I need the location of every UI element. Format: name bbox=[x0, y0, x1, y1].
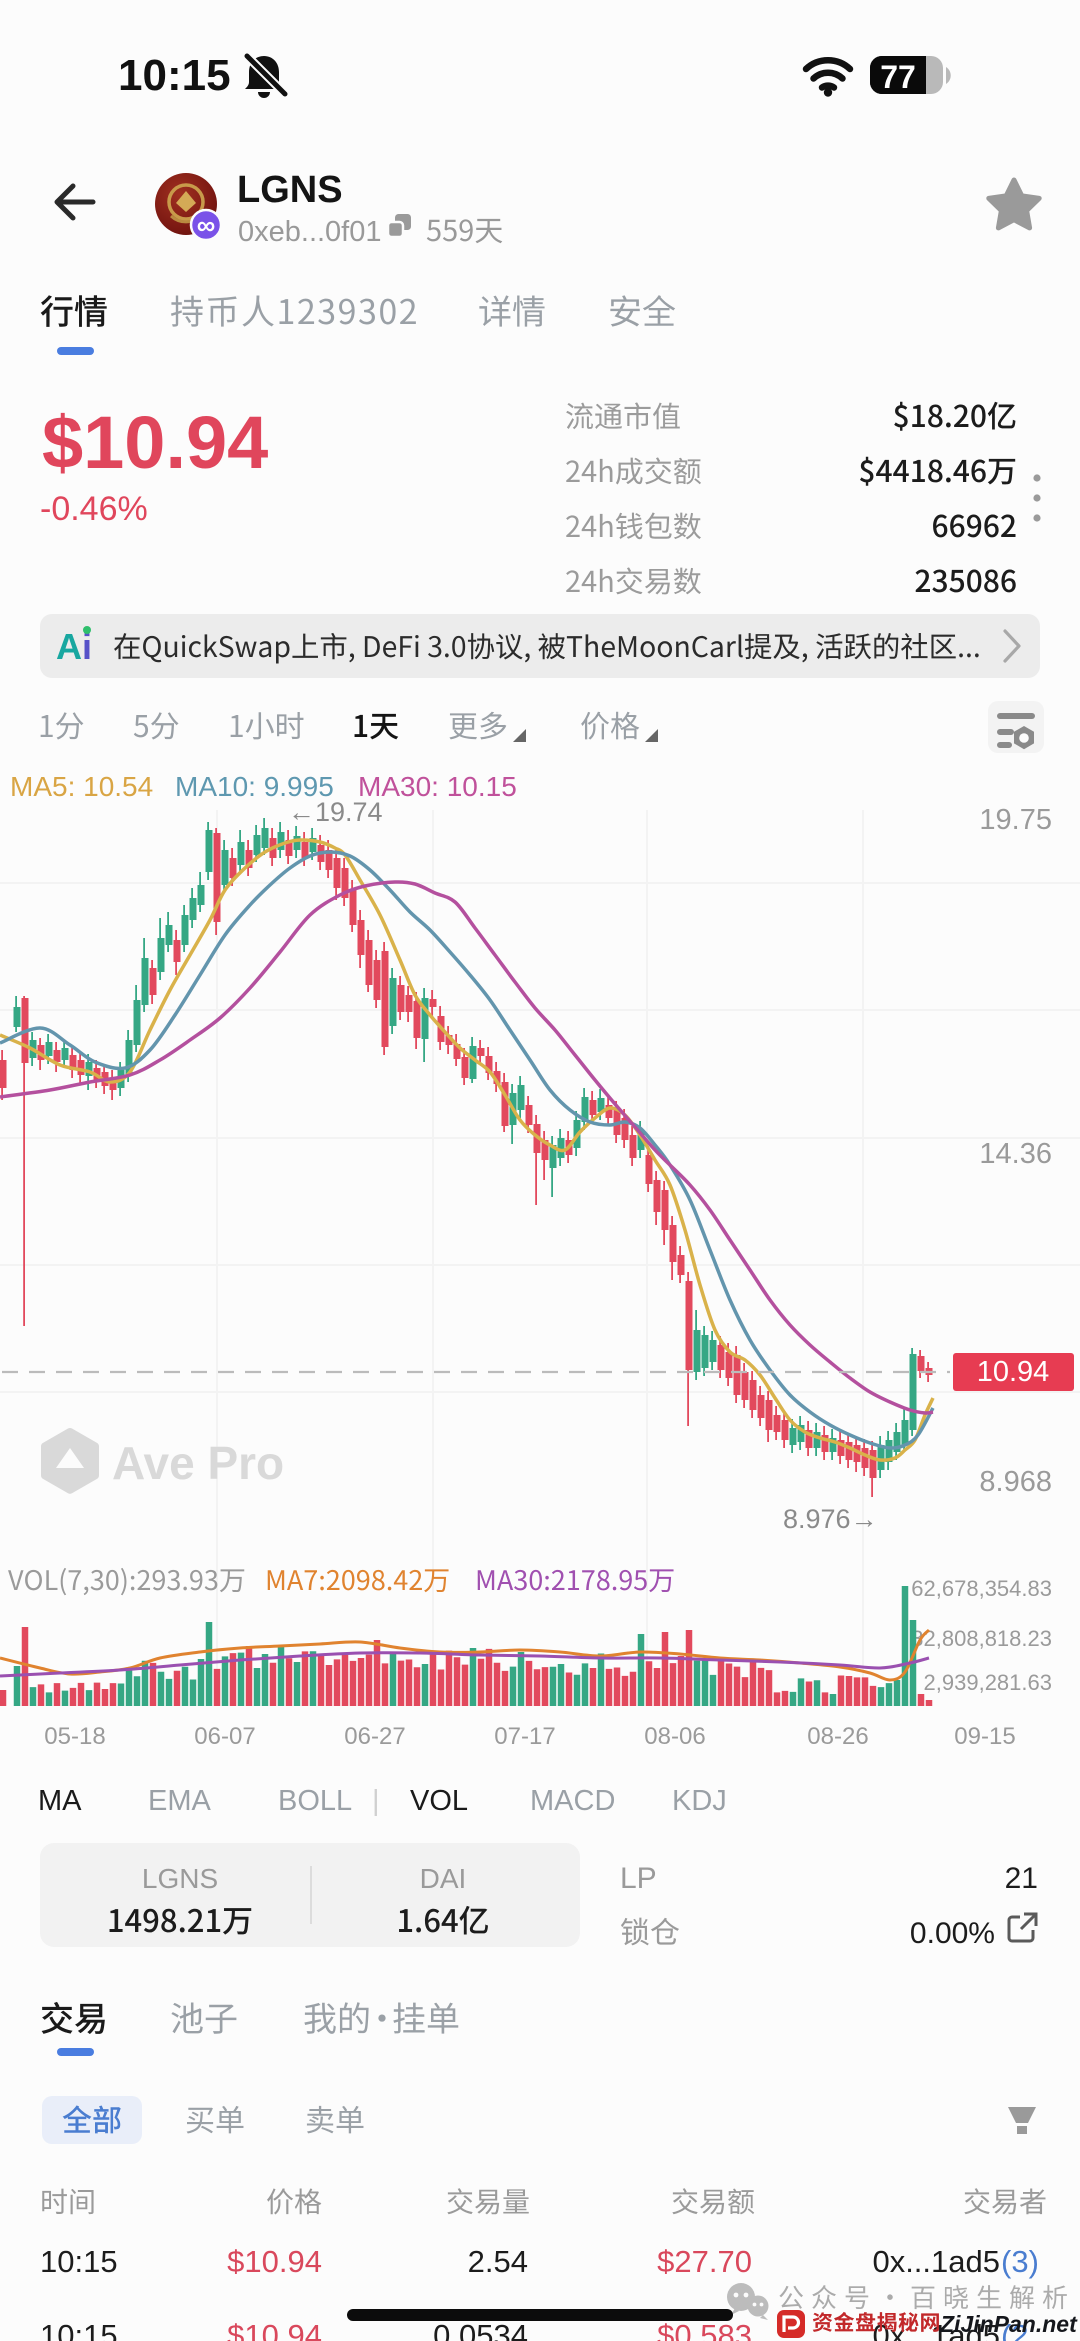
svg-text:8.976→: 8.976→ bbox=[783, 1504, 878, 1534]
svg-text:06-27: 06-27 bbox=[344, 1723, 405, 1750]
svg-text:14.36: 14.36 bbox=[979, 1138, 1052, 1170]
svg-text:8.968: 8.968 bbox=[979, 1466, 1052, 1498]
svg-text:07-17: 07-17 bbox=[494, 1723, 555, 1750]
svg-text:10.94: 10.94 bbox=[977, 1356, 1050, 1388]
svg-text:10:15: 10:15 bbox=[118, 51, 231, 100]
svg-text:EMA: EMA bbox=[148, 1785, 212, 1817]
svg-text:62,678,354.83: 62,678,354.83 bbox=[911, 1576, 1052, 1601]
svg-text:(3): (3) bbox=[1001, 2244, 1039, 2279]
svg-text:A: A bbox=[56, 626, 82, 667]
svg-text:77: 77 bbox=[880, 59, 916, 95]
svg-text:LGNS: LGNS bbox=[237, 169, 343, 211]
svg-text:BOLL: BOLL bbox=[278, 1785, 352, 1817]
svg-text:LP: LP bbox=[620, 1862, 657, 1895]
svg-text:10:15: 10:15 bbox=[40, 2318, 118, 2341]
svg-text:KDJ: KDJ bbox=[672, 1785, 727, 1817]
svg-text:32,808,818.23: 32,808,818.23 bbox=[911, 1626, 1052, 1651]
svg-text:09-15: 09-15 bbox=[954, 1723, 1015, 1750]
svg-text:19.75: 19.75 bbox=[979, 804, 1052, 836]
svg-text:MA: MA bbox=[38, 1785, 82, 1817]
svg-text:21: 21 bbox=[1005, 1862, 1038, 1895]
svg-text:06-07: 06-07 bbox=[194, 1723, 255, 1750]
svg-text:∞: ∞ bbox=[197, 210, 216, 240]
svg-text:2.54: 2.54 bbox=[468, 2244, 528, 2279]
svg-text:(2: (2 bbox=[1001, 2318, 1029, 2341]
svg-text:ZiJinPan.net: ZiJinPan.net bbox=[939, 2311, 1078, 2337]
svg-text:$10.94: $10.94 bbox=[42, 401, 268, 484]
svg-text:←19.74: ←19.74 bbox=[288, 797, 383, 827]
svg-text:DAI: DAI bbox=[420, 1863, 467, 1894]
svg-text:MA30: 10.15: MA30: 10.15 bbox=[358, 771, 517, 802]
svg-text:VOL: VOL bbox=[410, 1785, 468, 1817]
svg-text:10:15: 10:15 bbox=[40, 2244, 118, 2279]
svg-text:05-18: 05-18 bbox=[44, 1723, 105, 1750]
svg-text:0xeb...0f01: 0xeb...0f01 bbox=[238, 216, 382, 248]
svg-text:0.00%: 0.00% bbox=[910, 1917, 995, 1950]
svg-text:2,939,281.63: 2,939,281.63 bbox=[924, 1670, 1052, 1695]
svg-text:$10.94: $10.94 bbox=[227, 2244, 322, 2279]
svg-text:MA5: 10.54: MA5: 10.54 bbox=[10, 771, 153, 802]
svg-text:0x...1ad5: 0x...1ad5 bbox=[872, 2244, 1000, 2279]
svg-text:0.0534: 0.0534 bbox=[433, 2318, 528, 2341]
svg-text:08-26: 08-26 bbox=[807, 1723, 868, 1750]
svg-text:MACD: MACD bbox=[530, 1785, 615, 1817]
svg-text:$0.583: $0.583 bbox=[657, 2318, 752, 2341]
svg-text:i: i bbox=[82, 626, 92, 667]
svg-text:-0.46%: -0.46% bbox=[40, 490, 148, 528]
svg-text:08-06: 08-06 bbox=[644, 1723, 705, 1750]
svg-text:$10.94: $10.94 bbox=[227, 2318, 322, 2341]
svg-text:LGNS: LGNS bbox=[142, 1863, 218, 1894]
svg-text:Ave Pro: Ave Pro bbox=[112, 1437, 284, 1489]
svg-text:MA10: 9.995: MA10: 9.995 bbox=[175, 771, 334, 802]
svg-text:$27.70: $27.70 bbox=[657, 2244, 752, 2279]
svg-text:|: | bbox=[372, 1785, 380, 1817]
